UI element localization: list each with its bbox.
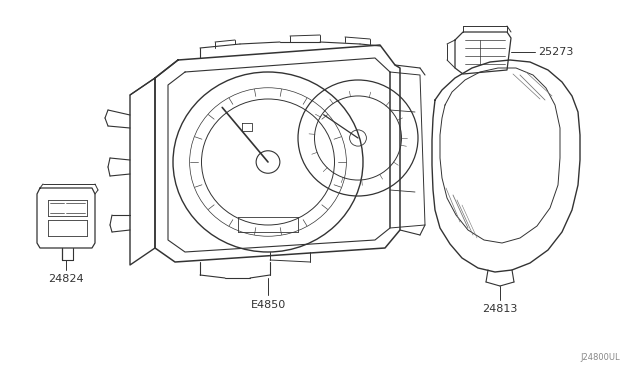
Text: J24800UL: J24800UL [580,353,620,362]
Text: E4850: E4850 [250,300,285,310]
Text: 25273: 25273 [538,47,573,57]
Text: 24813: 24813 [483,304,518,314]
Text: 24824: 24824 [48,274,84,284]
